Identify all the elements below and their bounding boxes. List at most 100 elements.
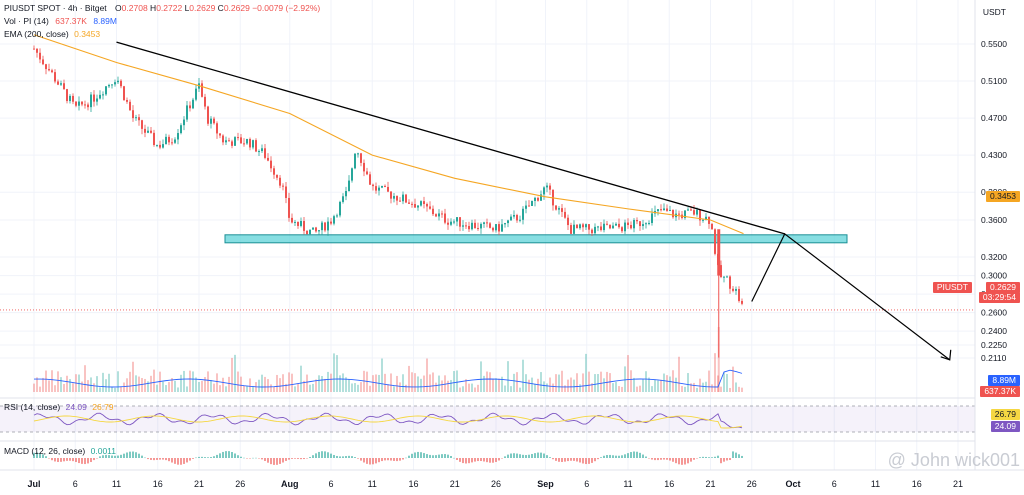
candle-body — [111, 84, 113, 86]
volume-bar — [600, 371, 602, 392]
macd-histogram-bar — [564, 458, 566, 462]
candle-body — [123, 86, 125, 101]
macd-histogram-bar — [459, 458, 461, 462]
x-tick-label: 11 — [871, 479, 880, 489]
volume-bar — [402, 374, 404, 392]
macd-histogram-bar — [234, 453, 236, 458]
volume-bar — [351, 383, 353, 392]
macd-histogram-bar — [336, 455, 338, 458]
macd-histogram-bar — [255, 457, 257, 459]
volume-bar — [597, 374, 599, 392]
macd-histogram-bar — [123, 453, 125, 458]
volume-bar — [396, 375, 398, 392]
volume-bar — [327, 371, 329, 392]
high-label: H — [150, 3, 157, 13]
volume-bar — [729, 387, 731, 392]
volume-bar — [483, 375, 485, 392]
candle-body — [105, 86, 107, 95]
candle-body — [555, 205, 557, 210]
rsi-legend: RSI (14, close) 24.09 26.79 — [4, 402, 114, 413]
candle-body — [240, 137, 242, 144]
candle-body — [501, 224, 503, 232]
candle-body — [84, 104, 86, 106]
candle-body — [174, 139, 176, 143]
volume-bar — [393, 386, 395, 392]
macd-histogram-bar — [522, 454, 524, 458]
macd-histogram-bar — [138, 453, 140, 458]
candle-body — [459, 217, 461, 227]
y-tick-label: 0.5500 — [981, 39, 1007, 49]
macd-histogram-bar — [174, 458, 176, 464]
volume-bar — [477, 384, 479, 392]
macd-histogram-bar — [363, 458, 365, 463]
candle-body — [324, 222, 326, 231]
macd-histogram-bar — [297, 458, 299, 459]
macd-histogram-bar — [609, 454, 611, 458]
candle-body — [450, 221, 452, 225]
candle-body — [402, 194, 404, 202]
macd-histogram-bar — [192, 458, 194, 459]
volume-bar — [330, 373, 332, 392]
candle-body — [180, 125, 182, 134]
candle-body — [594, 226, 596, 234]
candle-body — [447, 222, 449, 225]
candle-body — [345, 191, 347, 197]
macd-histogram-bar — [624, 454, 626, 458]
macd-histogram-bar — [462, 458, 464, 464]
macd-histogram-bar — [741, 455, 743, 458]
rsi-label: RSI (14, close) — [4, 402, 61, 412]
macd-histogram-bar — [669, 458, 671, 461]
x-tick-label: 16 — [153, 479, 163, 489]
macd-histogram-bar — [474, 458, 476, 462]
volume-bar — [228, 376, 230, 392]
volume-bar — [438, 375, 440, 392]
macd-histogram-bar — [492, 458, 494, 463]
candle-body — [273, 168, 275, 175]
volume-bar — [420, 378, 422, 392]
candle-body — [144, 128, 146, 133]
volume-bar — [108, 373, 110, 392]
volume-bar — [42, 377, 44, 392]
candle-body — [525, 205, 527, 209]
macd-histogram-bar — [573, 458, 575, 461]
volume-bar — [387, 384, 389, 392]
macd-histogram-bar — [141, 455, 143, 458]
macd-histogram-bar — [495, 458, 497, 462]
macd-histogram-bar — [225, 451, 227, 458]
ema-label: EMA (200, close) — [4, 29, 69, 39]
candle-body — [90, 94, 92, 108]
volume-bar — [423, 375, 425, 392]
volume-bar — [642, 379, 644, 392]
volume-bar — [561, 370, 563, 392]
candle-body — [297, 221, 299, 226]
macd-histogram-bar — [420, 452, 422, 458]
candle-body — [609, 224, 611, 229]
candle-body — [486, 222, 488, 224]
volume-bar — [213, 383, 215, 392]
macd-histogram-bar — [168, 458, 170, 462]
candle-body — [168, 136, 170, 143]
candle-body — [390, 191, 392, 199]
open-value: 0.2708 — [121, 3, 148, 13]
candle-body — [138, 117, 140, 121]
volume-bar — [474, 387, 476, 392]
volume-bar — [510, 386, 512, 392]
macd-histogram-bar — [465, 458, 467, 464]
candle-body — [114, 82, 116, 85]
volume-bar — [183, 370, 185, 392]
macd-legend: MACD (12, 26, close) 0.0011 — [4, 446, 116, 457]
macd-histogram-bar — [117, 455, 119, 458]
macd-histogram-bar — [156, 458, 158, 460]
volume-bar — [660, 379, 662, 392]
candle-body — [540, 194, 542, 201]
candle-body — [72, 95, 74, 102]
volume-bar — [408, 365, 410, 392]
candle-body — [426, 204, 428, 207]
volume-bar — [354, 383, 356, 392]
macd-histogram-bar — [414, 452, 416, 458]
candle-body — [363, 162, 365, 172]
candle-body — [429, 206, 431, 209]
candle-body — [357, 153, 359, 155]
candle-body — [624, 222, 626, 232]
